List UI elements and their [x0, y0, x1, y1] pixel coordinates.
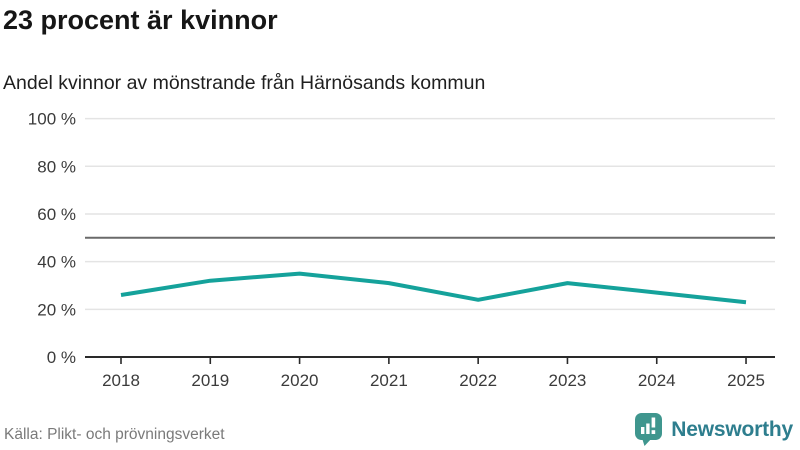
data-line-Andel kvinnor av mönstrande [120, 271, 747, 305]
y-axis-tick-label: 0 % [47, 348, 76, 367]
x-axis-tick-label: 2021 [370, 371, 408, 390]
chart-headline: 23 procent är kvinnor [3, 5, 278, 35]
x-axis-tick-label: 2022 [459, 371, 497, 390]
newsworthy-wordmark: Newsworthy [671, 417, 793, 441]
y-axis-tick-label: 80 % [37, 157, 76, 176]
x-axis-tick-label: 2025 [727, 371, 765, 390]
y-axis-tick-label: 60 % [37, 205, 76, 224]
y-axis-tick-label: 100 % [28, 110, 76, 129]
x-axis-tick-label: 2020 [281, 371, 319, 390]
x-axis-tick-label: 2023 [549, 371, 587, 390]
newsworthy-logo-icon [635, 413, 663, 446]
line-chart: 0 % 20 % 40 % 60 % 80 % 100 % 2018 2019 2020 2021… [28, 110, 775, 390]
newsworthy-logo: Newsworthy [634, 412, 793, 447]
x-axis-tick-label: 2019 [191, 371, 229, 390]
y-axis-tick-label: 20 % [37, 300, 76, 319]
source-attribution: Källa: Plikt- och prövningsverket [4, 426, 225, 443]
x-axis-tick-label: 2024 [638, 371, 676, 390]
x-axis-tick-label: 2018 [102, 371, 140, 390]
y-axis-tick-label: 40 % [37, 253, 76, 272]
chart-subtitle: Andel kvinnor av mönstrande från Härnösa… [3, 72, 486, 94]
